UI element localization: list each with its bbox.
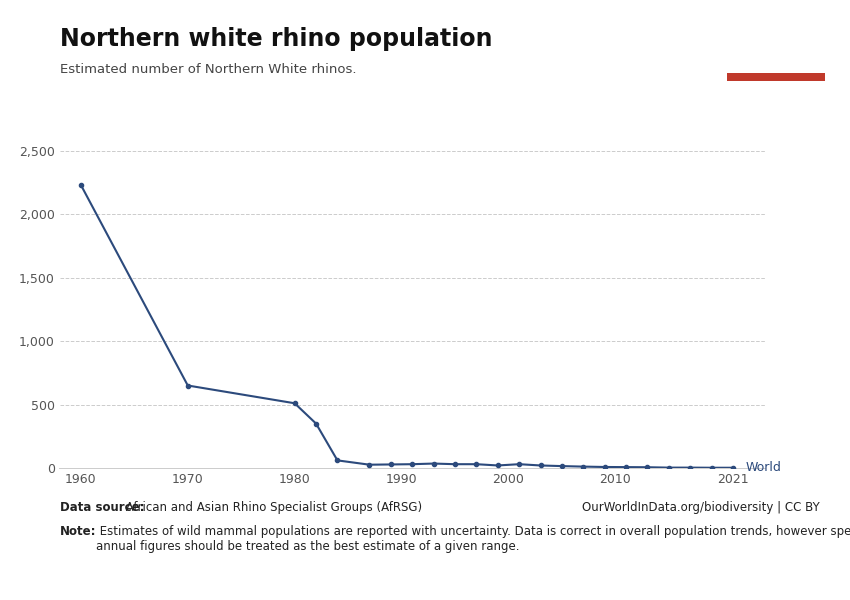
Text: Our World: Our World	[746, 31, 805, 41]
Text: Estimates of wild mammal populations are reported with uncertainty. Data is corr: Estimates of wild mammal populations are…	[96, 525, 850, 553]
Text: in Data: in Data	[755, 50, 796, 59]
Text: OurWorldInData.org/biodiversity | CC BY: OurWorldInData.org/biodiversity | CC BY	[582, 501, 820, 514]
Text: Estimated number of Northern White rhinos.: Estimated number of Northern White rhino…	[60, 63, 356, 76]
Text: World: World	[745, 461, 782, 474]
Bar	[727, 73, 824, 81]
Text: Note:: Note:	[60, 525, 96, 538]
Text: Data source:: Data source:	[60, 501, 144, 514]
Text: African and Asian Rhino Specialist Groups (AfRSG): African and Asian Rhino Specialist Group…	[122, 501, 422, 514]
Text: Northern white rhino population: Northern white rhino population	[60, 27, 492, 51]
